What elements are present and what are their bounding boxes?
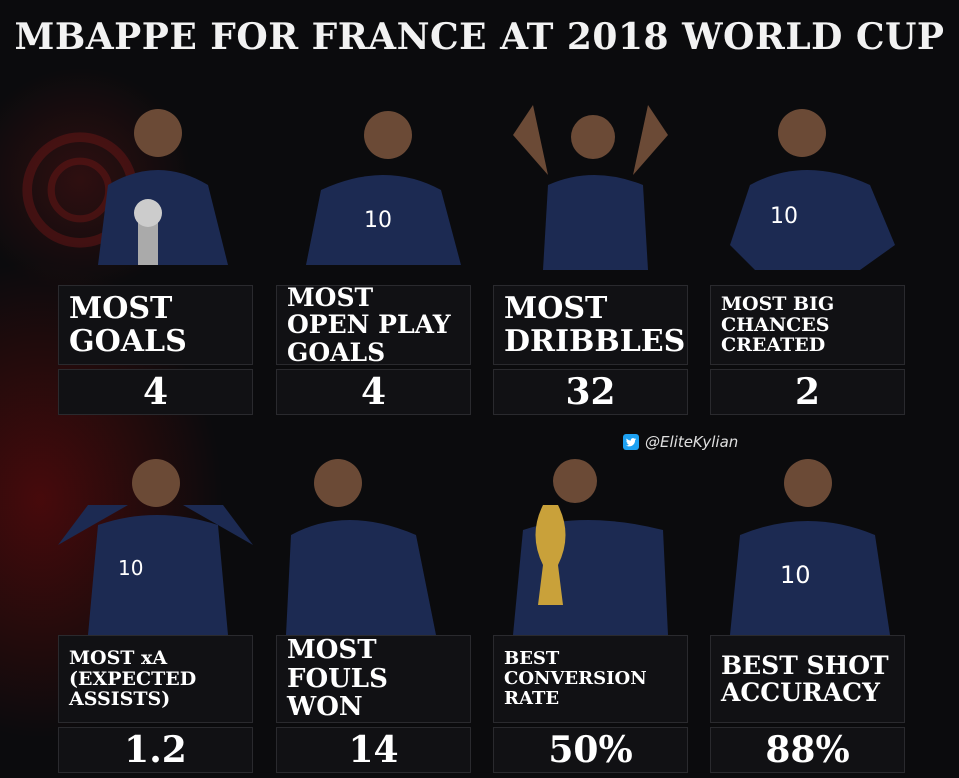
stat-value: 32 bbox=[565, 371, 616, 413]
stat-label-box: MOST DRIBBLES bbox=[493, 285, 688, 365]
stat-value-box: 4 bbox=[276, 369, 471, 415]
stat-label: BEST SHOT ACCURACY bbox=[721, 650, 889, 707]
stat-value-box: 14 bbox=[276, 727, 471, 773]
stat-label-box: MOST OPEN PLAY GOALS bbox=[276, 282, 471, 367]
player-photo: 10 bbox=[730, 109, 895, 270]
stat-value-box: 2 bbox=[710, 369, 905, 415]
stat-label: BEST CONVERSION RATE bbox=[504, 648, 647, 709]
player-photo: 10 bbox=[730, 459, 890, 635]
stat-value: 4 bbox=[360, 371, 387, 413]
stat-value-box: 32 bbox=[493, 369, 688, 415]
svg-text:10: 10 bbox=[780, 561, 811, 589]
stat-value-box: 50% bbox=[493, 727, 688, 773]
stat-value: 2 bbox=[794, 371, 821, 413]
svg-text:10: 10 bbox=[118, 556, 143, 580]
stat-value: 88% bbox=[765, 729, 850, 771]
player-photo: 10 bbox=[306, 111, 461, 265]
stat-label-box: MOST xA (EXPECTED ASSISTS) bbox=[58, 635, 253, 723]
stat-label-box: MOST FOULS WON bbox=[276, 635, 471, 723]
player-photo bbox=[513, 105, 668, 270]
player-photo bbox=[286, 459, 436, 635]
stat-label: MOST DRIBBLES bbox=[504, 291, 686, 359]
page-title: MBAPPE FOR FRANCE AT 2018 WORLD CUP bbox=[14, 16, 945, 58]
stat-label-box: BEST CONVERSION RATE bbox=[493, 635, 688, 723]
svg-text:10: 10 bbox=[364, 208, 392, 233]
stat-value: 1.2 bbox=[124, 729, 187, 771]
twitter-credit: @EliteKylian bbox=[623, 433, 738, 451]
stat-value-box: 4 bbox=[58, 369, 253, 415]
stat-label-box: BEST SHOT ACCURACY bbox=[710, 635, 905, 723]
stat-value: 14 bbox=[348, 729, 399, 771]
stat-label-box: MOST GOALS bbox=[58, 285, 253, 365]
stat-label: MOST xA (EXPECTED ASSISTS) bbox=[69, 646, 197, 711]
stat-value-box: 88% bbox=[710, 727, 905, 773]
stat-label: MOST BIG CHANCES CREATED bbox=[721, 292, 835, 357]
player-photo bbox=[98, 109, 228, 265]
stat-label-box: MOST BIG CHANCES CREATED bbox=[710, 285, 905, 365]
stat-label: MOST GOALS bbox=[69, 291, 187, 359]
stat-label: MOST FOULS WON bbox=[287, 635, 388, 723]
credit-handle: @EliteKylian bbox=[645, 433, 739, 451]
player-photo: 10 bbox=[58, 459, 253, 635]
stat-value: 4 bbox=[142, 371, 169, 413]
stat-value: 50% bbox=[548, 729, 633, 771]
player-photo bbox=[513, 459, 668, 635]
twitter-bird-icon bbox=[623, 434, 639, 450]
stat-label: MOST OPEN PLAY GOALS bbox=[287, 282, 451, 367]
stat-value-box: 1.2 bbox=[58, 727, 253, 773]
svg-text:10: 10 bbox=[770, 204, 798, 229]
